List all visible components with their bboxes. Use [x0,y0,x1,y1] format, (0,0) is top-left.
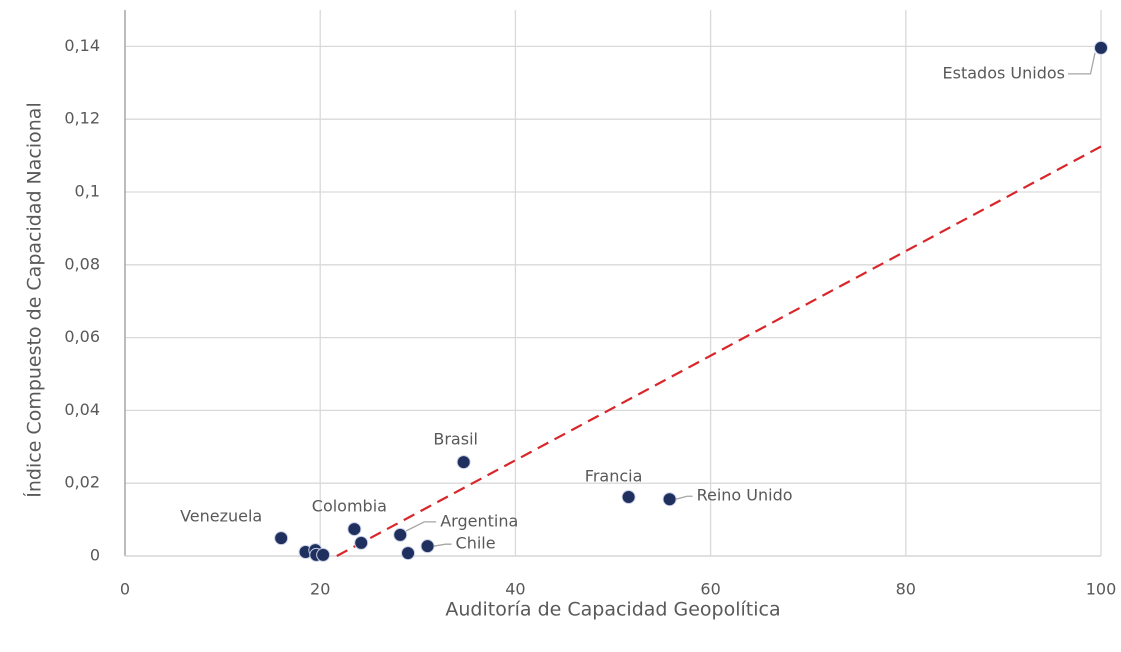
point [347,522,362,537]
point-label: Estados Unidos [943,63,1065,82]
leader-line [675,495,693,500]
x-axis-title: Auditoría de Capacidad Geopolítica [445,599,780,621]
point [420,539,435,554]
y-tick-label: 0,14 [64,36,100,55]
leader-line [1068,52,1096,75]
point-label: Colombia [312,497,387,516]
point [662,492,677,507]
point-label: Argentina [440,511,518,530]
point [401,546,416,561]
trendline [336,145,1102,557]
y-tick-label: 0,12 [64,109,100,128]
y-tick-label: 0 [90,546,100,565]
point [316,547,331,562]
point [274,531,289,546]
point [456,455,471,470]
y-tick-label: 0,08 [64,254,100,273]
point-label: Francia [585,467,643,486]
leader-line [433,543,452,547]
y-tick-label: 0,02 [64,473,100,492]
point [1094,40,1108,55]
point [621,490,636,505]
y-tick-label: 0,04 [64,400,100,419]
point-label: Venezuela [180,507,262,526]
point-label: Chile [456,534,496,553]
leader-line [405,521,437,532]
y-tick-label: 0,06 [64,327,100,346]
point-label: Reino Unido [697,486,793,505]
x-tick-label: 100 [1086,580,1117,599]
x-tick-label: 0 [120,580,130,599]
point-label: Brasil [433,430,478,449]
x-tick-label: 20 [310,580,330,599]
x-tick-label: 80 [896,580,916,599]
point [393,527,408,542]
y-tick-label: 0,1 [75,182,100,201]
point [354,535,369,550]
x-tick-label: 40 [505,580,525,599]
y-axis-title: Índice Compuesto de Capacidad Nacional [23,102,46,497]
x-tick-label: 60 [700,580,720,599]
